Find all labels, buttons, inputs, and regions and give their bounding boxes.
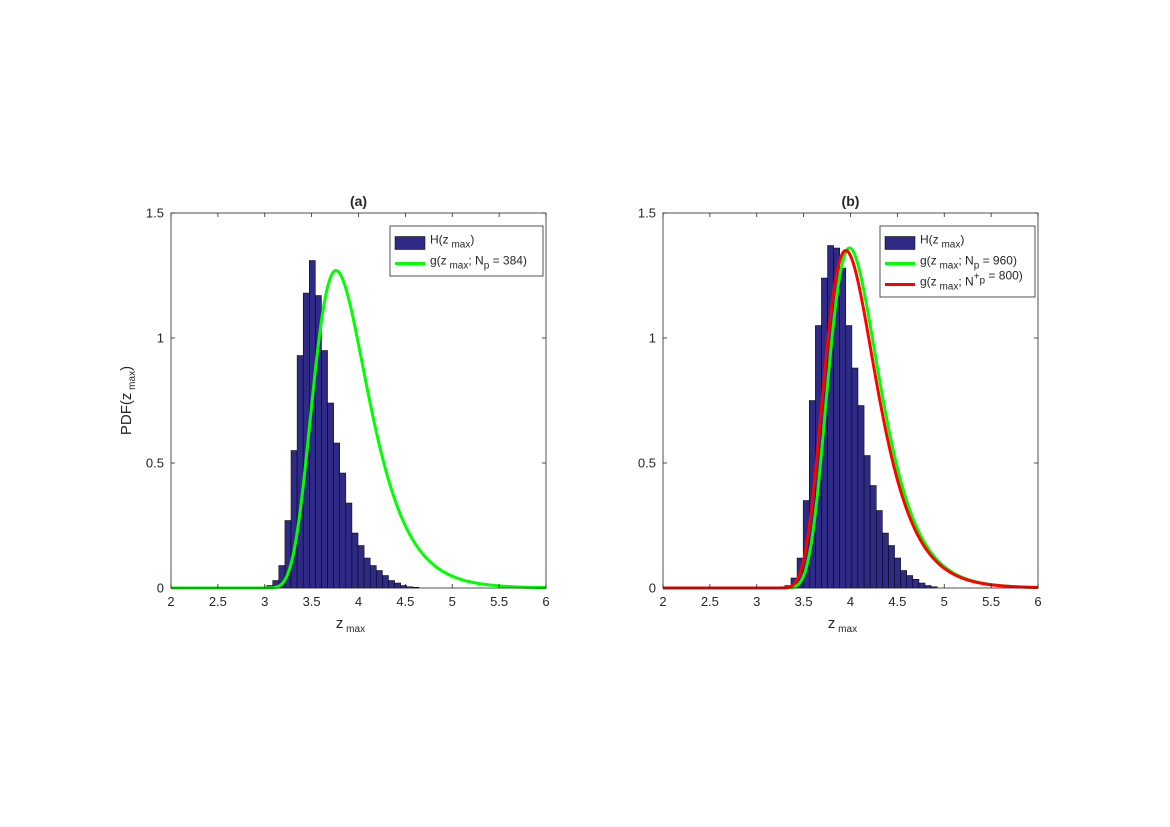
legend-entry-label: H(z max) <box>920 233 964 251</box>
x-tick-label: 4 <box>355 594 362 609</box>
histogram-bar <box>863 455 871 589</box>
panel-a: 2 2.5 3 3.5 4 4.5 5 5.5 6 0 0.5 1 1.5 (a) z max PDF(z m… <box>118 193 550 635</box>
x-tick-label: 6 <box>542 594 549 609</box>
x-tick-label: 2.5 <box>209 594 227 609</box>
y-tick-label: 0 <box>649 581 656 596</box>
histogram-bar <box>351 532 359 589</box>
histogram-bar <box>388 580 395 589</box>
histogram-bar <box>333 442 340 589</box>
histogram-bar <box>839 267 847 589</box>
histogram-bar <box>327 402 334 589</box>
y-tick-label: 1.5 <box>638 206 656 221</box>
histogram-bar <box>369 565 377 589</box>
y-tick-label: 0 <box>157 581 164 596</box>
legend-swatch-histogram <box>884 236 916 250</box>
legend-entry-label: g(z max; Np = 960) <box>920 254 1017 272</box>
x-tick-label: 3.5 <box>303 594 321 609</box>
x-tick-label: 5.5 <box>490 594 508 609</box>
y-tick-label: 0.5 <box>638 456 656 471</box>
histogram-bar <box>851 367 859 589</box>
legend-entry-label: g(z max; N+p = 800) <box>920 269 1023 293</box>
histogram-bar <box>900 570 907 589</box>
legend-entry-label: H(z max) <box>430 233 474 251</box>
x-tick-label: 5.5 <box>982 594 1000 609</box>
histogram-bar <box>363 557 371 589</box>
x-tick-label: 4 <box>847 594 854 609</box>
histogram-bar <box>906 575 914 589</box>
x-tick-label: 6 <box>1034 594 1041 609</box>
panel-b: 2 2.5 3 3.5 4 4.5 5 5.5 6 0 0.5 1 1.5 (b) z max H(z max… <box>638 193 1042 635</box>
histogram-bar <box>394 582 401 589</box>
x-axis-label: z max <box>336 615 365 635</box>
x-axis: 2 2.5 3 3.5 4 4.5 5 5.5 6 <box>659 213 1042 609</box>
y-axis: 0 0.5 1 1.5 <box>146 206 546 596</box>
chart-title: (a) <box>350 193 367 209</box>
x-tick-label: 3.5 <box>795 594 813 609</box>
histogram-bar <box>918 582 926 589</box>
x-tick-label: 2 <box>167 594 174 609</box>
x-tick-label: 3 <box>261 594 268 609</box>
histogram-bar <box>869 485 877 589</box>
histogram-bar <box>290 450 298 589</box>
histogram-bar <box>339 472 347 589</box>
legend-entry-label: g(z max; Np = 384) <box>430 254 527 272</box>
x-tick-label: 2 <box>659 594 666 609</box>
x-tick-label: 4.5 <box>396 594 414 609</box>
y-tick-label: 1 <box>157 331 164 346</box>
legend-box <box>389 225 544 277</box>
x-axis-label: z max <box>828 615 857 635</box>
y-tick-label: 0.5 <box>146 456 164 471</box>
x-tick-label: 4.5 <box>888 594 906 609</box>
chart-title: (b) <box>842 193 860 209</box>
histogram-bar <box>376 570 383 589</box>
x-tick-label: 5 <box>449 594 456 609</box>
x-axis: 2 2.5 3 3.5 4 4.5 5 5.5 6 <box>167 213 550 609</box>
histogram-bar <box>876 510 883 589</box>
histogram-bar <box>345 502 353 589</box>
histogram-bar <box>894 557 901 589</box>
histogram-bar <box>357 545 365 589</box>
histogram-bar <box>857 405 865 589</box>
histogram-bar <box>912 579 920 589</box>
histogram-bar <box>382 575 389 589</box>
x-tick-label: 2.5 <box>701 594 719 609</box>
legend-swatch-histogram <box>394 236 426 250</box>
y-axis: 0 0.5 1 1.5 <box>638 206 1038 596</box>
x-tick-label: 3 <box>753 594 760 609</box>
y-tick-label: 1 <box>649 331 656 346</box>
histogram-bar <box>882 532 889 589</box>
legend: H(z max) g(z max; Np = 384) <box>389 225 544 277</box>
histogram-bar <box>296 355 304 589</box>
y-tick-label: 1.5 <box>146 206 164 221</box>
histogram-bar <box>321 350 328 589</box>
y-axis-label: PDF(z max) <box>118 366 138 435</box>
histogram-bar <box>845 325 853 589</box>
histogram-bar <box>888 545 895 589</box>
x-tick-label: 5 <box>941 594 948 609</box>
legend: H(z max) g(z max; Np = 960)g(z max; N+p =… <box>879 225 1036 298</box>
